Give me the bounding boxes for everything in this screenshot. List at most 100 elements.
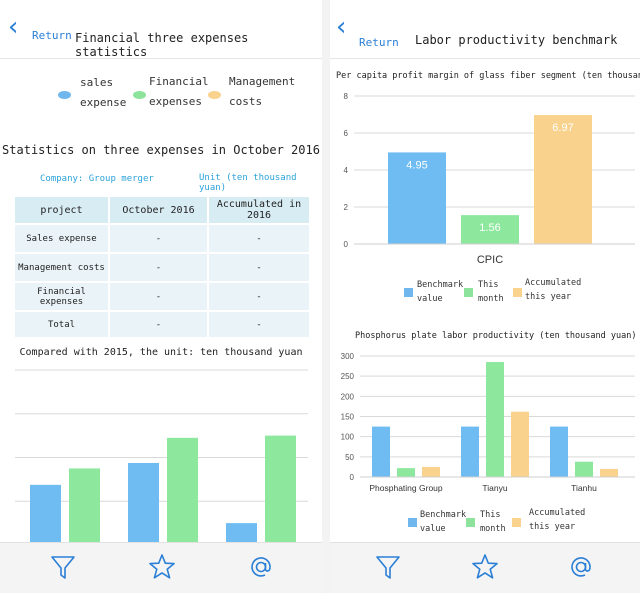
page-title: Financial three expenses statistics (75, 31, 249, 59)
y-tick-label: 4 (344, 166, 349, 175)
funnel-icon[interactable] (48, 552, 78, 582)
legend-label-management: Management costs (229, 75, 296, 108)
tab-bar (330, 542, 640, 593)
legend-label-month: This month (480, 510, 506, 534)
bar-value-label: 4.95 (406, 159, 427, 171)
chevron-left-icon[interactable]: ‹ (8, 12, 19, 42)
chevron-left-icon[interactable]: ‹ (336, 12, 347, 42)
bar (534, 115, 592, 245)
legend-label-sales: sales expense (80, 76, 127, 109)
table-cell: - (207, 252, 311, 283)
unit-label: Unit (ten thousand yuan) (199, 173, 297, 193)
legend-swatch-management (208, 91, 221, 99)
return-button[interactable]: Return (359, 36, 399, 49)
col-header-accumulated: Accumulated in 2016 (207, 195, 311, 225)
bar (30, 484, 61, 545)
bar (600, 468, 618, 477)
legend-swatch-accumulated (513, 288, 522, 297)
bar-value-label: 1.56 (479, 222, 500, 234)
table-cell: - (108, 223, 209, 254)
legend-label-accumulated: Accumulated this year (529, 508, 586, 532)
bar (511, 411, 529, 477)
table-row: Sales expense - - (13, 223, 311, 254)
table-cell: Management costs (13, 252, 110, 283)
col-header-project: project (13, 195, 110, 225)
at-sign-icon[interactable] (566, 552, 596, 582)
bar (265, 435, 296, 545)
chart1-title: Per capita profit margin of glass fiber … (336, 71, 640, 81)
at-sign-icon[interactable] (246, 552, 276, 582)
bar (372, 426, 390, 477)
bar (486, 362, 504, 477)
legend-swatch-financial (133, 91, 146, 99)
table-header-row: project October 2016 Accumulated in 2016 (13, 195, 311, 225)
bar (575, 461, 593, 477)
tab-bar (0, 542, 322, 593)
table-cell: Total (13, 310, 110, 339)
divider (322, 0, 330, 593)
legend-swatch-sales (58, 91, 71, 99)
bar (550, 426, 568, 477)
table-cell: Sales expense (13, 223, 110, 254)
productivity-screen: ‹ Return Labor productivity benchmark Pe… (330, 0, 640, 593)
return-button[interactable]: Return (32, 29, 72, 42)
y-tick-label: 300 (341, 352, 355, 361)
star-icon[interactable] (147, 552, 177, 582)
y-tick-label: 6 (344, 129, 349, 138)
table-cell: - (207, 310, 311, 339)
funnel-icon[interactable] (373, 552, 403, 582)
bar (69, 468, 100, 545)
table-cell: Financial expenses (13, 281, 110, 312)
y-tick-label: 150 (341, 413, 355, 422)
header: ‹ Return Financial three expenses statis… (0, 0, 322, 59)
table-cell: - (108, 252, 209, 283)
labor-productivity-bar-chart: 0 50 100 150 200 250 300 Phosphating Group Tiany… (341, 352, 635, 493)
legend-swatch-benchmark (408, 518, 417, 527)
compare-title: Compared with 2015, the unit: ten thousa… (19, 347, 303, 358)
chart2-title: Phosphorus plate labor productivity (ten… (355, 331, 637, 341)
legend-label-benchmark: Benchmark value (420, 510, 467, 534)
profit-margin-bar-chart: 0 2 4 6 8 4.95 1.56 6.97 CPIC (344, 92, 635, 266)
legend-swatch-month (464, 288, 473, 297)
y-tick-label: 200 (341, 392, 355, 401)
header: ‹ Return Labor productivity benchmark (330, 0, 640, 59)
company-label: Company: Group merger (40, 174, 154, 184)
table-row: Total - - (13, 310, 311, 339)
x-category-label: Tianhu (571, 483, 597, 493)
legend-label-accumulated: Accumulated this year (525, 278, 582, 302)
bar-value-label: 6.97 (552, 122, 573, 134)
bar (461, 215, 519, 244)
y-tick-label: 100 (341, 433, 355, 442)
table-row: Management costs - - (13, 252, 311, 283)
bar (397, 468, 415, 477)
y-tick-label: 0 (344, 240, 349, 249)
x-category-label: Phosphating Group (369, 483, 443, 493)
legend-swatch-benchmark (404, 288, 413, 297)
bar (461, 426, 479, 477)
legend-label-month: This month (478, 280, 504, 304)
x-category-label: CPIC (477, 254, 503, 266)
y-tick-label: 2 (344, 203, 349, 212)
expenses-screen: ‹ Return Financial three expenses statis… (0, 0, 322, 593)
legend-label-financial: Financial expenses (149, 75, 209, 108)
table-cell: - (108, 310, 209, 339)
comparison-bar-chart (15, 369, 308, 546)
y-tick-label: 8 (344, 92, 349, 101)
y-tick-label: 50 (345, 453, 354, 462)
bar (226, 523, 257, 545)
legend-swatch-month (466, 518, 475, 527)
table-cell: - (108, 281, 209, 312)
x-category-label: Tianyu (482, 483, 507, 493)
col-header-month: October 2016 (108, 195, 209, 225)
star-icon[interactable] (470, 552, 500, 582)
y-tick-label: 250 (341, 372, 355, 381)
table-cell: - (207, 281, 311, 312)
legend-label-benchmark: Benchmark value (417, 280, 464, 304)
stats-title: Statistics on three expenses in October … (2, 143, 320, 157)
table-row: Financial expenses - - (13, 281, 311, 312)
bar (128, 462, 159, 545)
expenses-table: project October 2016 Accumulated in 2016… (13, 195, 311, 339)
legend-swatch-accumulated (512, 518, 521, 527)
page-title: Labor productivity benchmark (415, 33, 618, 47)
bar (167, 437, 198, 545)
